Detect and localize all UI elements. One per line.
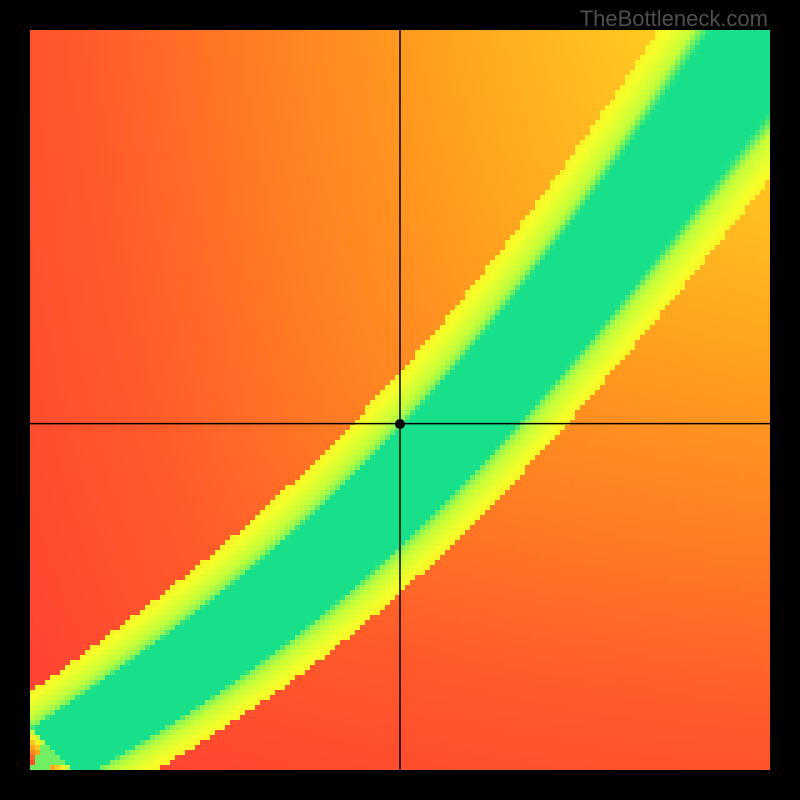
source-watermark: TheBottleneck.com [580, 6, 768, 32]
bottleneck-heatmap [30, 30, 770, 770]
